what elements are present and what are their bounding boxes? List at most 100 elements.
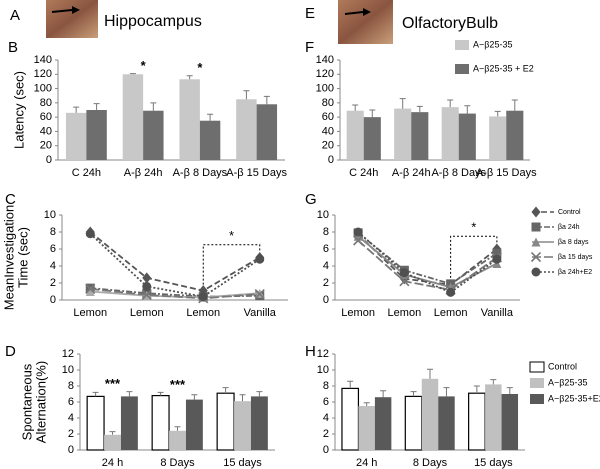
y-tick-label: 0 [68,444,74,456]
marker [254,288,265,300]
error-bar [129,73,136,75]
legend-swatch [529,361,545,373]
error-bar [416,105,423,113]
y-tick-label: 8 [68,380,74,392]
y-axis-label: Time (sec) [15,227,30,288]
bar [404,395,423,451]
arrow [344,11,364,15]
annotation: * [141,58,147,73]
x-tick-label: 24 h [356,457,377,469]
error-bar [93,103,100,110]
annotation: * [197,60,203,75]
error-bar [73,106,80,113]
marker [399,276,410,287]
marker [85,229,95,239]
x-tick-label: Vanilla [244,307,277,319]
error-bar [490,379,497,385]
panel-letter: G [305,191,317,208]
bar [65,112,87,160]
error-bar [447,99,454,108]
marker [399,268,409,278]
error-bar [222,387,229,394]
y-tick-label: 4 [323,412,329,424]
y-tick-label: 0 [323,444,329,456]
y-tick-label: 4 [323,260,329,272]
bar [179,79,200,160]
y-tick-label: 0 [50,294,56,306]
legend-swatch [530,378,544,388]
legend-label: βa 8 days [558,239,589,246]
arrowhead [363,8,371,16]
bar [501,394,519,450]
error-bar [256,391,263,397]
x-tick-label: 24 h [102,457,123,469]
error-bar [92,391,99,397]
marker [531,206,541,218]
panel-letter: H [305,343,316,360]
y-tick-label: 6 [68,396,74,408]
y-tick-label: 10 [317,364,329,376]
error-bar [380,390,387,398]
y-tick-label: 4 [68,412,74,424]
legend-swatch [455,40,469,50]
x-tick-label: C 24h [349,167,378,179]
marker [198,292,208,302]
x-tick-label: C 24h [72,167,101,179]
error-bar [427,368,433,379]
bar [151,395,170,451]
x-tick-label: 8 Days [413,457,448,469]
panel-letter: D [5,343,16,360]
marker [142,272,152,284]
y-tick-label: 120 [34,68,52,80]
panel-letter: C [5,191,16,208]
x-tick-label: Lemon [434,307,468,319]
annotation-bracket [450,235,498,278]
bar [120,396,138,450]
y-tick-label: 40 [40,125,52,137]
bar [341,387,360,451]
x-tick-label: 8 Days [160,457,195,469]
legend-swatch [530,394,544,404]
error-bar [109,431,116,435]
y-axis-label: Spontaneous [19,363,34,440]
bar [421,378,439,450]
legend-label: βa 15 days [558,254,593,261]
y-axis-label: MeanInvestigation [1,205,16,311]
bar [468,392,486,451]
y-tick-label: 0 [46,154,52,166]
error-bar [511,99,518,111]
error-bar [352,104,359,111]
x-tick-label: Vanilla [481,307,514,319]
marker [85,287,95,296]
annotation: * [471,220,476,235]
bar [256,104,278,160]
series-line [357,235,498,289]
panel-letter: B [8,39,18,56]
legend-label: βa 24h+E2 [558,269,592,276]
marker [446,287,456,297]
error-bar [157,391,164,396]
bar [86,395,105,451]
legend-swatch [455,64,469,74]
series-line [357,232,498,285]
y-tick-label: 6 [50,243,56,255]
arrowhead [72,6,80,14]
marker [531,222,541,232]
error-bar [399,98,406,109]
error-bar [506,387,513,394]
error-bar [443,387,450,397]
y-tick-label: 6 [323,396,329,408]
panel-letter: F [305,39,314,56]
x-tick-label: 15 days [474,457,513,469]
bar [104,434,121,450]
error-bar [150,102,157,111]
tissue-image [46,0,98,38]
x-tick-label: Lemon [130,307,164,319]
bar [143,110,164,160]
annotation: *** [170,377,186,392]
bar [346,110,364,160]
y-tick-label: 140 [34,54,52,66]
y-tick-label: 100 [34,82,52,94]
y-tick-label: 0 [323,294,329,306]
bar [489,116,507,160]
